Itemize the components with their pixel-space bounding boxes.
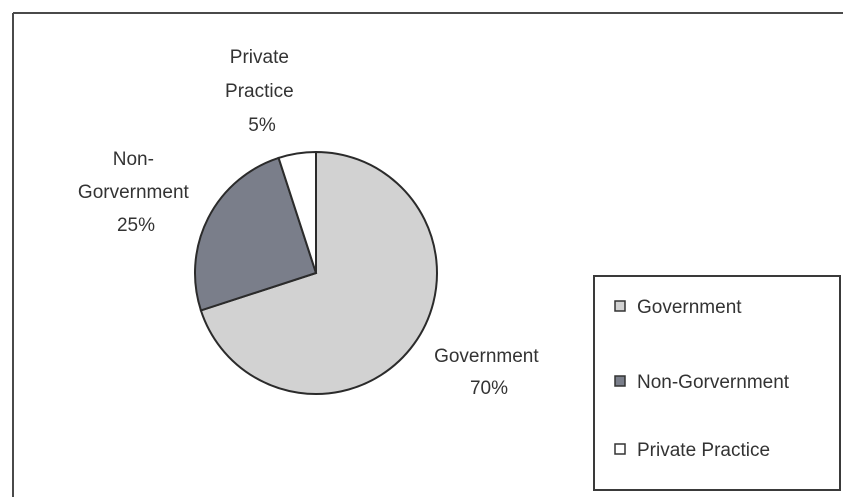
legend-entry-non-government: Non-Gorvernment (614, 372, 790, 393)
legend-swatch-government (614, 300, 626, 312)
legend-swatch-non-government (614, 375, 626, 387)
legend: Government Non-Gorvernment Private Pract… (593, 275, 841, 491)
legend-box (593, 275, 841, 491)
slice-label-non-government: Non- Gorvernment 25% (78, 149, 194, 236)
slice-label-private-practice: Private Practice 5% (225, 47, 299, 136)
slice-label-non-government-line-1: Non- (113, 149, 154, 170)
pie-slice-government (199, 150, 438, 395)
slice-label-government: Government 70% (434, 346, 544, 399)
pie-slice-private-practice (277, 150, 317, 274)
slice-label-government-line-1: Government (434, 346, 539, 367)
slice-label-non-government-line-3: 25% (117, 215, 155, 236)
legend-label-non-government: Non-Gorvernment (637, 372, 790, 393)
pie-slices (194, 150, 438, 395)
legend-label-government: Government (637, 297, 742, 318)
slice-label-private-practice-line-3: 5% (248, 115, 276, 136)
legend-label-private-practice: Private Practice (637, 440, 770, 461)
legend-swatch-private-practice (614, 443, 626, 455)
legend-entry-private-practice: Private Practice (614, 440, 770, 461)
slice-labels: Government 70% Non- Gorvernment 25% Priv… (78, 47, 544, 399)
pie-slice-non-gorvernment (194, 156, 318, 312)
slice-label-private-practice-line-2: Practice (225, 81, 294, 102)
slice-label-private-practice-line-1: Private (230, 47, 289, 68)
legend-entry-government: Government (614, 297, 742, 318)
slice-label-government-line-2: 70% (470, 378, 508, 399)
slice-label-non-government-line-2: Gorvernment (78, 182, 190, 203)
